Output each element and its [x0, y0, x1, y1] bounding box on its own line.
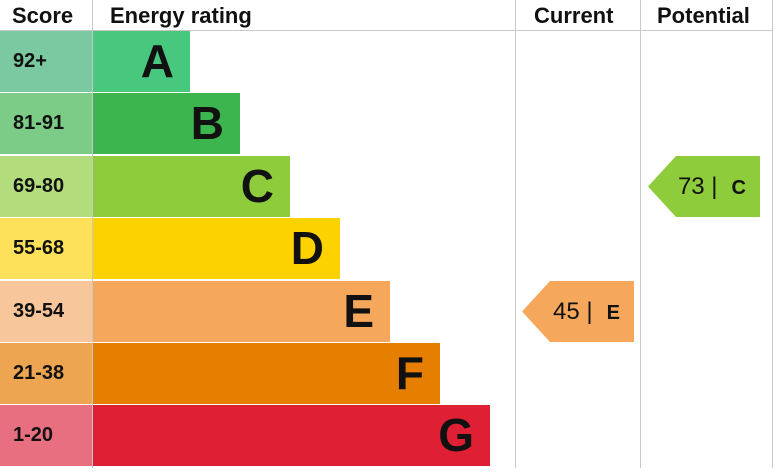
rating-bar-d: D: [93, 218, 340, 280]
header-current: Current: [534, 3, 614, 28]
potential-letter: C: [731, 176, 746, 199]
column-divider: [640, 0, 641, 468]
current-rating-arrow: 45 | E: [522, 280, 634, 342]
potential-score: 73 |: [677, 172, 718, 200]
rating-bar-b: B: [93, 93, 240, 155]
rating-bar-e: E: [93, 280, 390, 342]
rating-bar-f: F: [93, 343, 440, 404]
rating-bar-a: A: [93, 31, 190, 92]
current-score: 45 |: [553, 297, 593, 325]
rating-bar-c: C: [93, 155, 290, 217]
score-range-f: 21-38: [0, 343, 92, 404]
score-range-g: 1-20: [0, 405, 92, 467]
column-divider: [92, 0, 93, 468]
header-divider: [0, 30, 772, 31]
column-divider: [515, 0, 516, 468]
header-potential: Potential: [657, 3, 750, 28]
score-range-d: 55-68: [0, 218, 92, 280]
column-divider: [772, 0, 773, 468]
potential-rating-arrow: 73 | C: [648, 155, 760, 217]
score-range-c: 69-80: [0, 155, 92, 217]
score-range-b: 81-91: [0, 93, 92, 155]
score-range-a: 92+: [0, 31, 92, 92]
header-energy-rating: Energy rating: [110, 3, 252, 28]
current-letter: E: [606, 301, 620, 324]
header-score: Score: [12, 3, 74, 28]
score-range-e: 39-54: [0, 280, 92, 342]
rating-bar-g: G: [93, 405, 490, 467]
